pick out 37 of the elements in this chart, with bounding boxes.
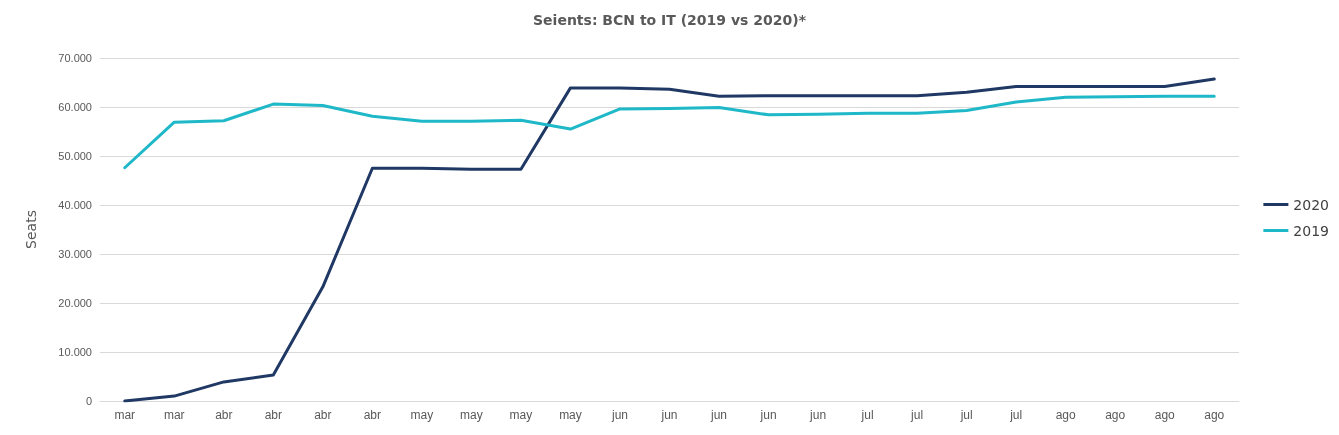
line-series xyxy=(123,77,1216,403)
y-tick-label: 60.000 xyxy=(58,101,92,113)
x-tick-label: jul xyxy=(959,408,973,422)
x-tick-label: mar xyxy=(114,408,136,422)
x-tick-label: ago xyxy=(1154,408,1176,422)
x-tick-label: jun xyxy=(809,408,827,422)
x-tick-label: jun xyxy=(710,408,728,422)
x-tick-label: abr xyxy=(215,408,233,422)
y-tick-label: 0 xyxy=(85,395,92,407)
y-tick-label: 20.000 xyxy=(58,297,92,309)
x-tick-label: ago xyxy=(1204,408,1225,422)
x-tick-label: jul xyxy=(860,408,874,422)
x-tick-label: jun xyxy=(610,408,628,422)
y-tick-label: 10.000 xyxy=(58,346,92,358)
y-axis-title: Seats xyxy=(23,210,39,249)
chart-title: Seients: BCN to IT (2019 vs 2020)* xyxy=(533,12,807,28)
x-tick-label: ago xyxy=(1105,408,1126,422)
line-series xyxy=(123,94,1216,170)
x-tick-label: abr xyxy=(264,408,282,422)
x-tick-label: may xyxy=(559,408,582,422)
x-tick-label: jul xyxy=(1009,408,1023,422)
x-tick-label: jun xyxy=(660,408,678,422)
legend-label: 2019 xyxy=(1293,222,1330,239)
y-tick-label: 50.000 xyxy=(58,150,92,162)
x-tick-label: jul xyxy=(910,408,924,422)
x-tick-label: abr xyxy=(363,408,382,422)
legend-label: 2020 xyxy=(1293,196,1330,213)
x-tick-label: may xyxy=(410,408,434,422)
x-tick-label: may xyxy=(460,408,483,422)
y-tick-label: 30.000 xyxy=(58,248,92,260)
x-tick-label: abr xyxy=(314,408,332,422)
x-tick-label: jun xyxy=(759,408,777,422)
y-tick-label: 40.000 xyxy=(58,199,92,211)
x-tick-label: ago xyxy=(1055,408,1077,422)
x-tick-label: may xyxy=(509,408,533,422)
x-tick-label: mar xyxy=(163,408,185,422)
y-tick-label: 70.000 xyxy=(58,52,92,64)
